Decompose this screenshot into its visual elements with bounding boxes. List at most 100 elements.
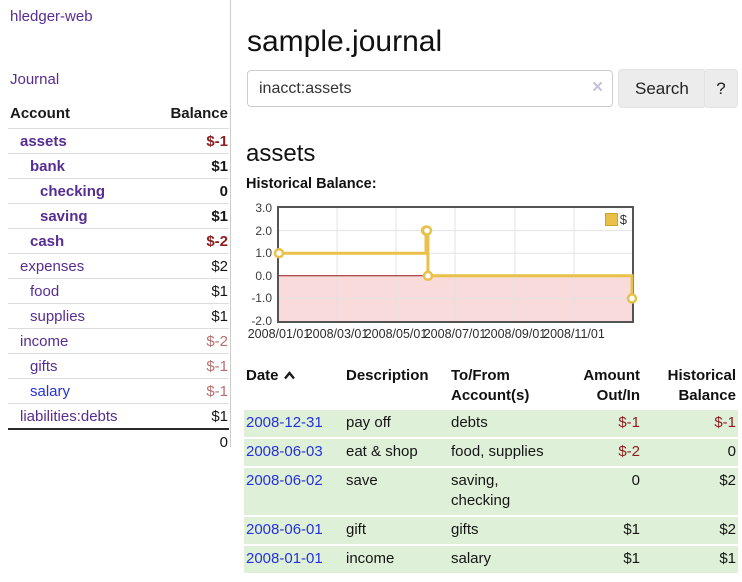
sidebar-item-journal[interactable]: Journal [10, 71, 60, 88]
sidebar-account-balance: $1 [150, 153, 229, 179]
sidebar-account-cell: checking [8, 178, 151, 204]
x-axis-tick-label: 2008/09/01 [483, 327, 547, 341]
transaction-balance-cell: $2 [642, 468, 738, 515]
accounts-total-value: 0 [150, 428, 229, 454]
search-input[interactable] [247, 70, 613, 107]
legend-swatch-icon [604, 213, 618, 226]
sidebar-account-link[interactable]: cash [30, 233, 65, 250]
x-axis-tick-label: 2008/07/01 [423, 327, 487, 341]
accounts-total-row: 0 [8, 428, 229, 454]
transaction-balance-cell: $2 [642, 517, 738, 544]
accounts-header-row: Account Balance [8, 102, 229, 129]
chart-canvas [273, 208, 638, 321]
transaction-date-cell: 2008-06-02 [244, 468, 344, 515]
sidebar-account-row: liabilities:debts $1 [8, 403, 229, 429]
sidebar-account-balance: $2 [150, 253, 229, 279]
sidebar-account-link[interactable]: bank [30, 158, 66, 175]
balance-chart: $ [273, 206, 638, 323]
register-header-amount: Amount Out/In [583, 367, 640, 404]
accounts-header-account: Account [10, 105, 70, 122]
transaction-accounts-cell: gifts [449, 517, 564, 544]
sidebar-account-row: income $-2 [8, 328, 229, 354]
register-header-row: Date Description To/From Account(s) Amou… [244, 364, 738, 408]
sidebar-account-link[interactable]: food [30, 283, 60, 300]
register-header-date-label: Date [246, 367, 279, 384]
transaction-description-cell: pay off [344, 410, 449, 437]
transaction-description-cell: income [344, 546, 449, 573]
register-row: 2008-06-02 save saving, checking 0 $2 [244, 468, 738, 515]
search-button[interactable]: Search [618, 69, 706, 108]
sidebar-account-cell: assets [8, 128, 151, 154]
transaction-date-link[interactable]: 2008-06-01 [246, 521, 323, 538]
y-axis-tick-label: 0.0 [255, 268, 272, 283]
sidebar-account-cell: gifts [8, 353, 151, 379]
sidebar-account-balance: $1 [150, 403, 229, 429]
sidebar-account-row: bank $1 [8, 153, 229, 179]
transaction-amount-cell: $1 [564, 517, 642, 544]
sidebar-account-balance: $-1 [150, 378, 229, 404]
transaction-accounts-cell: saving, checking [449, 468, 564, 515]
sidebar-account-link[interactable]: salary [30, 383, 71, 400]
sidebar-divider [230, 0, 231, 447]
transaction-amount-cell: 0 [564, 468, 642, 515]
transaction-date-link[interactable]: 2008-06-03 [246, 443, 323, 460]
sidebar-account-link[interactable]: expenses [20, 258, 85, 275]
y-axis-tick-label: 2.0 [255, 223, 272, 238]
chart-legend: $ [604, 212, 627, 227]
sidebar-account-link[interactable]: supplies [30, 308, 86, 325]
sidebar-account-link[interactable]: liabilities:debts [20, 408, 118, 425]
transaction-accounts-cell: food, supplies [449, 439, 564, 466]
sidebar-account-balance: $-2 [150, 328, 229, 354]
transaction-date-cell: 2008-12-31 [244, 410, 344, 437]
sidebar-account-cell: bank [8, 153, 151, 179]
transaction-date-cell: 2008-01-01 [244, 546, 344, 573]
accounts-total-spacer [8, 428, 151, 454]
transaction-amount-cell: $1 [564, 546, 642, 573]
sidebar-account-row: checking 0 [8, 178, 229, 204]
x-axis-tick-label: 2008/11/01 [543, 327, 605, 341]
register-header-date[interactable]: Date [244, 364, 344, 408]
transaction-accounts-cell: salary [449, 546, 564, 573]
sidebar-account-row: cash $-2 [8, 228, 229, 254]
transaction-description-cell: save [344, 468, 449, 515]
sidebar-account-cell: food [8, 278, 151, 304]
sort-ascending-icon [283, 366, 296, 386]
sidebar-account-link[interactable]: assets [20, 133, 67, 150]
help-button[interactable]: ? [704, 69, 738, 108]
register-header-balance: Historical Balance [667, 367, 736, 404]
transaction-date-link[interactable]: 2008-01-01 [246, 550, 323, 567]
sidebar-account-link[interactable]: gifts [30, 358, 58, 375]
sidebar-account-cell: cash [8, 228, 151, 254]
transaction-amount-cell: $-1 [564, 410, 642, 437]
sidebar-account-balance: 0 [150, 178, 229, 204]
sidebar-account-balance: $1 [150, 303, 229, 329]
transaction-date-link[interactable]: 2008-12-31 [246, 414, 323, 431]
sidebar-account-balance: $1 [150, 203, 229, 229]
register-table: Date Description To/From Account(s) Amou… [244, 362, 738, 575]
transaction-amount-cell: $-2 [564, 439, 642, 466]
clear-search-icon[interactable]: × [592, 77, 604, 98]
transaction-accounts-cell: debts [449, 410, 564, 437]
sidebar-account-link[interactable]: saving [40, 208, 88, 225]
register-row: 2008-06-03 eat & shop food, supplies $-2 0 [244, 439, 738, 466]
sidebar-account-link[interactable]: income [20, 333, 69, 350]
sidebar-account-cell: salary [8, 378, 151, 404]
sidebar-account-balance: $-2 [150, 228, 229, 254]
y-axis-tick-label: -1.0 [251, 291, 272, 306]
account-heading: assets [246, 139, 316, 167]
transaction-date-link[interactable]: 2008-06-02 [246, 472, 323, 489]
app-title-link[interactable]: hledger-web [10, 8, 93, 25]
sidebar-account-row: salary $-1 [8, 378, 229, 404]
sidebar-account-link[interactable]: checking [40, 183, 106, 200]
sidebar-account-row: food $1 [8, 278, 229, 304]
sidebar-account-balance: $-1 [150, 353, 229, 379]
x-axis-tick-label: 2008/03/01 [305, 327, 369, 341]
x-axis-tick-label: 2008/01/01 [247, 327, 311, 341]
sidebar-account-row: expenses $2 [8, 253, 229, 279]
sidebar-account-row: saving $1 [8, 203, 229, 229]
sidebar-account-cell: income [8, 328, 151, 354]
register-header-accounts: To/From Account(s) [451, 367, 530, 404]
transaction-description-cell: gift [344, 517, 449, 544]
register-row: 2008-01-01 income salary $1 $1 [244, 546, 738, 573]
x-axis-tick-label: 2008/05/01 [364, 327, 428, 341]
